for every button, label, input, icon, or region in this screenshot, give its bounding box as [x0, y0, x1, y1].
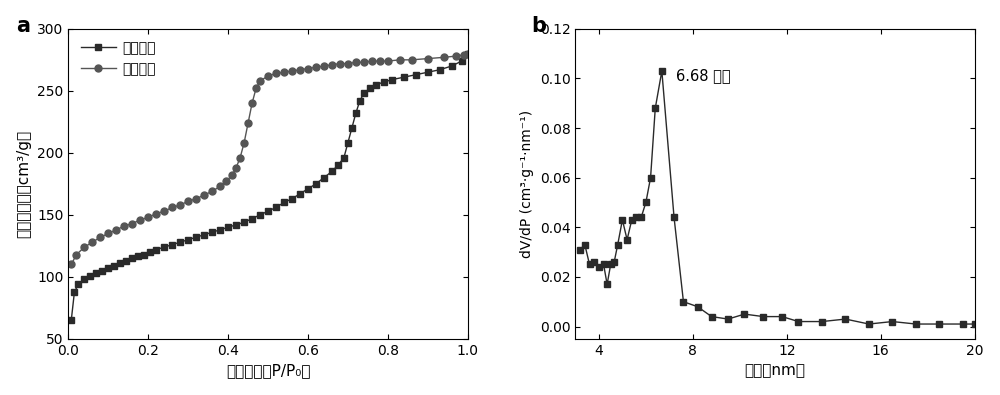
吸附曲线 [65, 318, 77, 323]
X-axis label: 相对压力（P/P₀）: 相对压力（P/P₀） [226, 363, 310, 378]
脱附曲线 [462, 51, 474, 56]
脱附曲线 [278, 70, 290, 75]
X-axis label: 孔径（nm）: 孔径（nm） [745, 363, 806, 378]
吸附曲线 [318, 175, 330, 180]
脱附曲线 [422, 56, 434, 61]
Line: 吸附曲线: 吸附曲线 [68, 50, 471, 324]
Text: b: b [532, 17, 547, 36]
Y-axis label: 体积吸附量（cm³/g）: 体积吸附量（cm³/g） [17, 130, 32, 238]
脱附曲线 [238, 141, 250, 145]
吸附曲线 [278, 200, 290, 205]
脱附曲线 [65, 262, 77, 267]
Text: 6.68 纳米: 6.68 纳米 [676, 68, 731, 83]
Text: a: a [17, 17, 31, 36]
吸附曲线 [350, 111, 362, 116]
吸附曲线 [68, 290, 80, 294]
Line: 脱附曲线: 脱附曲线 [68, 50, 471, 268]
脱附曲线 [94, 235, 106, 240]
吸附曲线 [462, 51, 474, 56]
吸附曲线 [302, 186, 314, 191]
脱附曲线 [294, 68, 306, 72]
Legend: 吸附曲线, 脱附曲线: 吸附曲线, 脱附曲线 [75, 36, 162, 82]
脱附曲线 [206, 189, 218, 194]
Y-axis label: dV/dP (cm³·g⁻¹·nm⁻¹): dV/dP (cm³·g⁻¹·nm⁻¹) [520, 110, 534, 258]
吸附曲线 [190, 235, 202, 240]
